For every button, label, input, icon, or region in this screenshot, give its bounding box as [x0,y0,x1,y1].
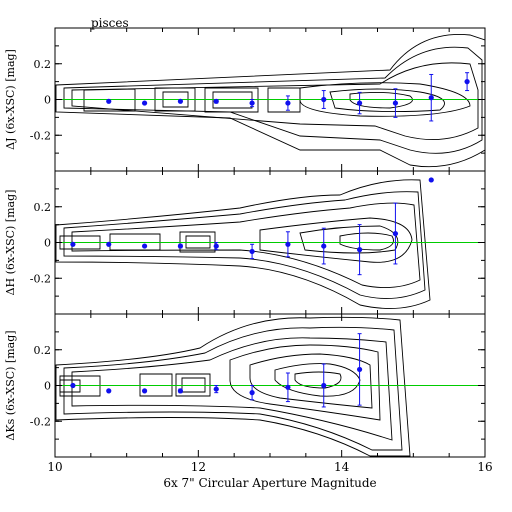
data-point [321,96,327,103]
y-tick-label: 0.2 [34,58,52,71]
x-tick-label: 10 [47,460,62,474]
panel-2: -0.2 0 0.2 ΔH (6x-XSC) [mag] [4,170,486,315]
density-contour [299,82,471,117]
data-point [141,388,148,394]
data-point [249,100,255,106]
density-contour [299,225,399,254]
density-contour [71,337,393,441]
data-point [321,382,327,389]
density-contour [185,235,211,249]
density-contour [204,87,259,113]
panel-3: -0.2 0 0.2 ΔKs (6x-XSC) [mag] [4,313,486,458]
x-axis-label: 6x 7" Circular Aperture Magnitude [163,476,376,490]
y-axis-label: ΔH (6x-XSC) [mag] [4,190,17,296]
x-axis: 10 12 14 16 [47,460,492,474]
data-point [177,98,184,104]
data-point [249,390,255,396]
density-contour [229,344,381,421]
density-contour [59,235,101,250]
x-tick-label: 14 [334,460,350,474]
density-contour [181,377,206,393]
data-point [70,241,76,247]
density-contour [63,326,403,451]
density-contour [259,217,413,263]
data-point [464,79,470,85]
data-point [177,388,184,394]
y-tick-label: 0.2 [34,344,52,357]
density-contour [249,353,373,409]
y-tick-label: -0.2 [30,129,51,142]
y-tick-label: 0 [44,94,51,107]
density-contour [55,179,431,309]
y-tick-label: -0.2 [30,415,51,428]
density-contour [59,379,81,393]
data-point [392,230,399,237]
density-contour [55,316,411,457]
panel-1: -0.2 0 0.2 ΔJ (6x-XSC) [mag] [4,27,486,172]
data-point [213,386,219,392]
density-contour [63,191,426,299]
data-point [356,247,363,253]
density-contour [139,373,173,397]
data-point [285,384,291,390]
data-point [392,100,399,106]
y-axis-label: ΔKs (6x-XSC) [mag] [4,330,17,440]
data-point [106,241,112,247]
density-contour [154,87,196,112]
plot-title: pisces [91,16,129,30]
data-point [428,95,434,101]
data-point [213,98,219,104]
data-point [177,243,184,249]
density-contour [162,91,189,108]
data-point [141,100,148,106]
density-contour [71,62,479,141]
y-tick-label: 0 [44,380,51,393]
data-point [356,100,363,106]
y-tick-label: -0.2 [30,272,51,285]
density-contours [55,34,485,168]
data-point [141,243,148,249]
density-contour [267,87,301,113]
data-point [428,177,434,183]
y-tick-label: 0.2 [34,201,52,214]
density-contour [339,232,394,251]
density-contour [55,34,485,168]
x-tick-label: 16 [477,460,492,474]
density-contour [71,202,421,289]
data-point [106,388,112,394]
data-point [285,241,291,247]
x-tick-label: 12 [191,460,206,474]
density-contours [55,179,431,309]
y-tick-label: 0 [44,237,51,250]
density-contour [175,373,211,397]
data-point [321,243,327,249]
density-contours [55,316,411,457]
density-contour [329,88,445,113]
density-contour [212,91,253,109]
data-point [356,366,363,373]
density-contour [63,46,483,154]
data-point [249,248,255,255]
data-point [285,100,291,106]
density-contour [83,88,136,112]
y-axis-label: ΔJ (6x-XSC) [mag] [4,49,17,150]
data-point [70,382,76,389]
panels: -0.2 0 0.2 ΔJ (6x-XSC) [mag] -0.2 0 0.2 ΔH (6x-… [4,27,486,458]
data-point [213,243,219,249]
data-point [106,98,112,104]
